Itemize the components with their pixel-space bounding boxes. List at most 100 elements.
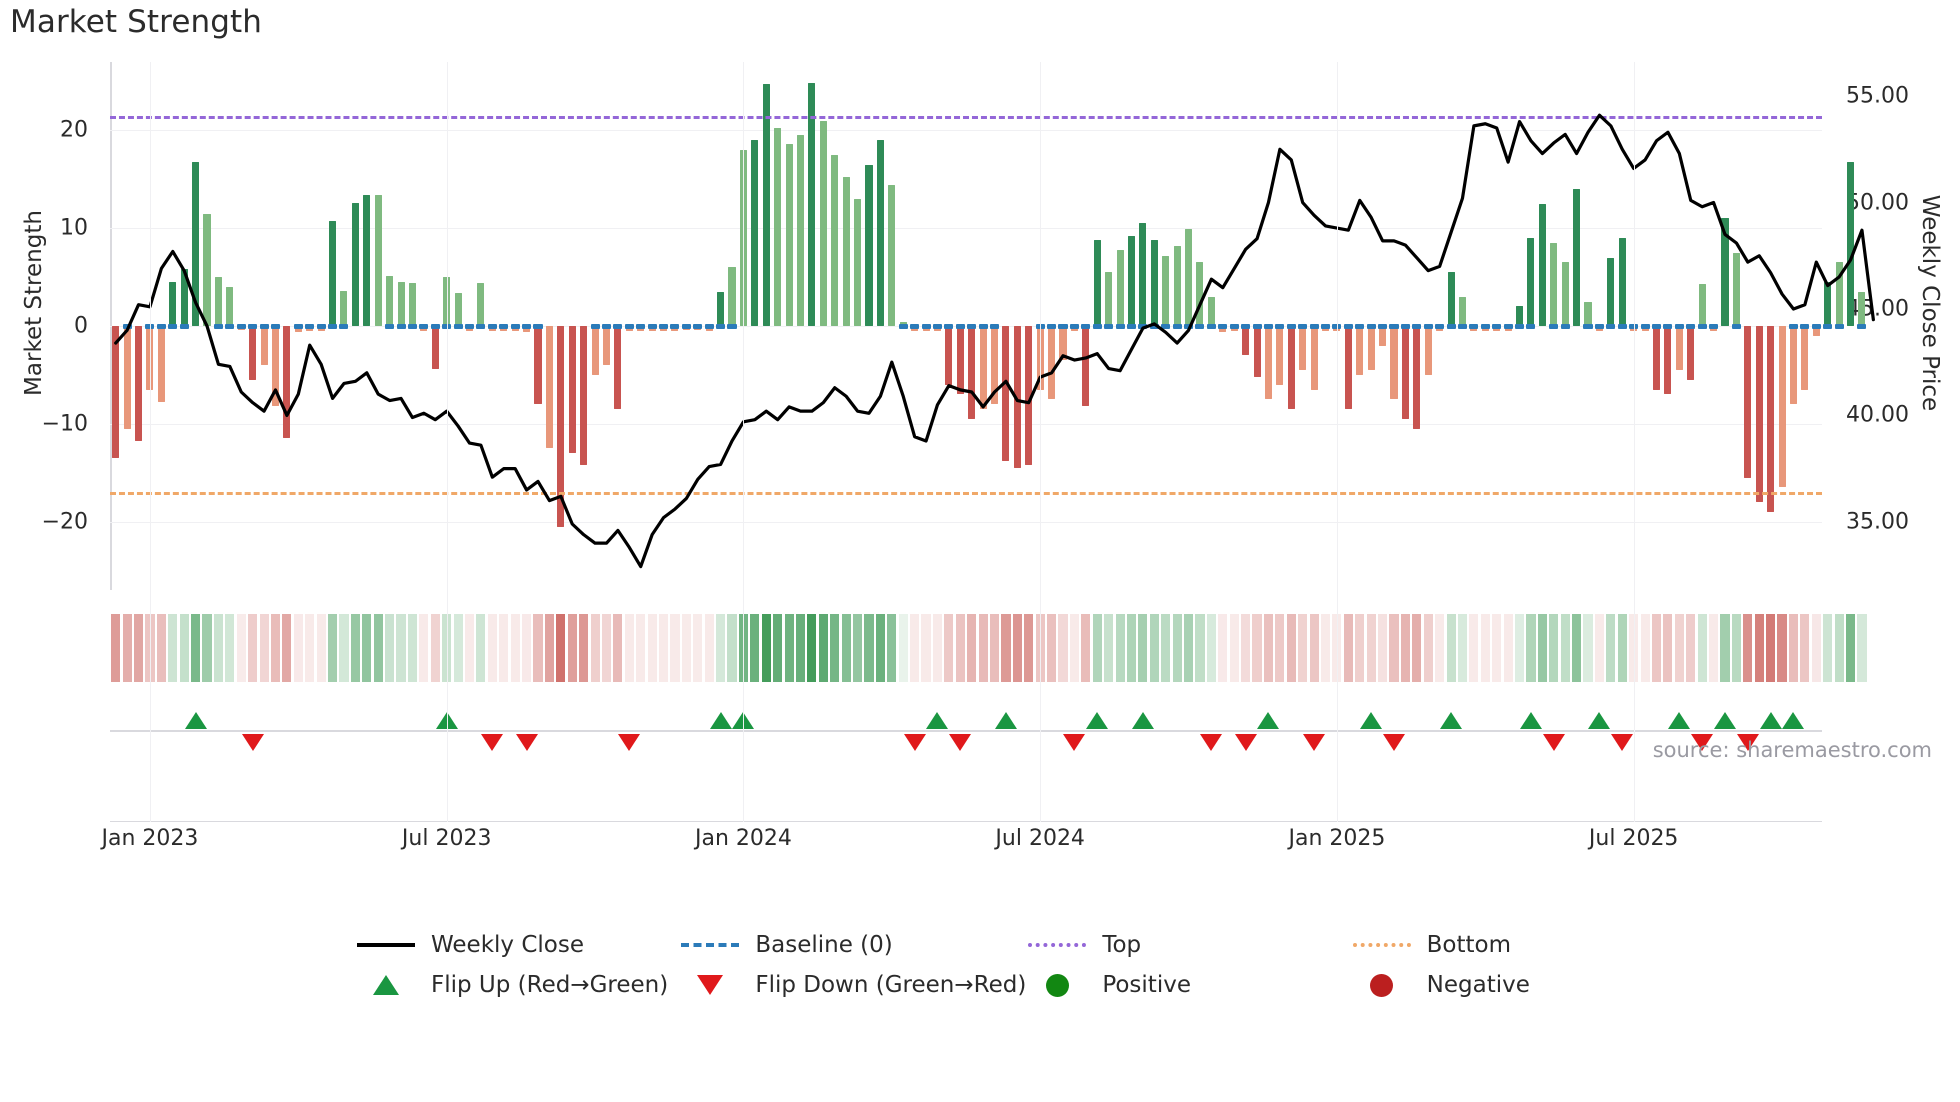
strength-bar	[397, 282, 405, 326]
strength-bar	[1173, 245, 1181, 326]
strength-bar	[123, 326, 131, 429]
strength-bar	[854, 198, 862, 326]
heat-cell	[624, 614, 634, 682]
heat-cell	[453, 614, 463, 682]
baseline-segment	[1697, 324, 1707, 329]
x-tick-label: Jul 2023	[401, 826, 492, 851]
strength-bar	[1013, 326, 1021, 468]
baseline-segment	[487, 324, 497, 329]
baseline-segment	[156, 324, 166, 329]
heat-cell	[544, 614, 554, 682]
strength-bar	[1276, 326, 1284, 385]
baseline-segment	[1617, 324, 1627, 329]
baseline-segment	[1229, 324, 1239, 329]
strength-bar	[1744, 326, 1752, 478]
baseline-segment	[1503, 324, 1513, 329]
legend-item[interactable]: Bottom	[1351, 925, 1675, 965]
heat-cell	[932, 614, 943, 682]
baseline-segment	[1206, 324, 1216, 329]
flip-up-marker	[1131, 712, 1154, 729]
legend-label: Baseline (0)	[755, 932, 893, 958]
baseline-segment	[955, 324, 965, 329]
baseline-segment	[442, 324, 452, 329]
flip-down-marker	[1611, 734, 1634, 751]
baseline-segment	[1172, 324, 1182, 329]
heat-cell	[670, 614, 680, 682]
heat-cell	[1777, 614, 1787, 682]
baseline-segment	[464, 324, 475, 329]
legend-item[interactable]: Flip Down (Green→Red)	[679, 965, 1026, 1005]
heat-cell	[362, 614, 372, 682]
baseline-segment	[248, 324, 258, 329]
strength-bar	[1082, 326, 1090, 407]
flip-down-marker	[618, 734, 641, 751]
strength-bar	[180, 269, 188, 326]
baseline-segment	[1286, 324, 1296, 329]
baseline-segment	[636, 324, 646, 329]
strength-bar	[1139, 223, 1147, 326]
heat-cell	[1092, 614, 1102, 682]
baseline-segment	[419, 324, 429, 329]
flip-up-marker	[1713, 712, 1736, 729]
legend-item[interactable]: Positive	[1026, 965, 1350, 1005]
strength-bar	[751, 140, 759, 326]
baseline-segment	[613, 324, 623, 329]
heat-cell	[1286, 614, 1296, 682]
strength-bar	[203, 213, 211, 326]
heat-cell	[1457, 614, 1468, 682]
strength-bar	[1527, 238, 1535, 326]
heat-cell	[1218, 614, 1228, 682]
strength-bar	[226, 286, 234, 326]
baseline-segment	[601, 324, 611, 329]
gridline	[110, 130, 1822, 132]
heat-cell	[1834, 614, 1844, 682]
strength-bar	[1652, 326, 1661, 390]
legend-item[interactable]: Flip Up (Red→Green)	[355, 965, 679, 1005]
x-tick-label: Jan 2023	[101, 826, 199, 851]
flip-up-marker	[1759, 712, 1782, 729]
baseline-segment	[967, 324, 977, 329]
baseline-segment	[476, 324, 486, 329]
strength-bar	[1755, 326, 1763, 502]
legend-item[interactable]: Baseline (0)	[679, 925, 1026, 965]
baseline-segment	[944, 324, 954, 329]
strength-bar	[1424, 326, 1432, 375]
flip-down-marker	[515, 734, 538, 751]
flip-up-marker	[1519, 712, 1542, 729]
strength-bar	[968, 326, 976, 419]
baseline-segment	[1811, 324, 1821, 329]
legend-item[interactable]: Top	[1026, 925, 1350, 965]
strength-bar	[1287, 326, 1295, 410]
legend-item[interactable]: Weekly Close	[355, 925, 679, 965]
flip-down-marker	[1691, 734, 1714, 751]
strength-bar	[363, 194, 371, 326]
heat-cell	[750, 614, 760, 682]
strength-bar	[979, 326, 987, 410]
heat-cell	[248, 614, 258, 682]
baseline-segment	[1126, 324, 1137, 329]
baseline-segment	[1549, 324, 1559, 329]
strength-bar	[1516, 306, 1524, 326]
heat-cell	[487, 614, 497, 682]
heat-cell	[1743, 614, 1753, 682]
baseline-segment	[1560, 324, 1570, 329]
strength-bar	[1584, 301, 1592, 326]
baseline-segment	[522, 324, 532, 329]
baseline-segment	[1218, 324, 1228, 329]
y-tick-left: 10	[60, 215, 88, 241]
heat-cell	[1275, 614, 1285, 682]
x-tick-label: Jul 2024	[995, 826, 1085, 851]
legend-item[interactable]: Negative	[1351, 965, 1675, 1005]
strength-bar	[443, 277, 451, 326]
heat-cell	[191, 614, 201, 682]
legend-circle-icon	[1045, 973, 1069, 997]
baseline-segment	[1081, 324, 1091, 329]
heat-cell	[1149, 614, 1159, 682]
strength-bar	[1264, 326, 1272, 400]
baseline-segment	[704, 324, 714, 329]
heat-cell	[419, 614, 429, 682]
strength-bar	[762, 83, 770, 326]
flip-down-marker	[1303, 734, 1326, 751]
baseline-segment	[1651, 324, 1662, 329]
legend-line-icon	[357, 943, 415, 947]
